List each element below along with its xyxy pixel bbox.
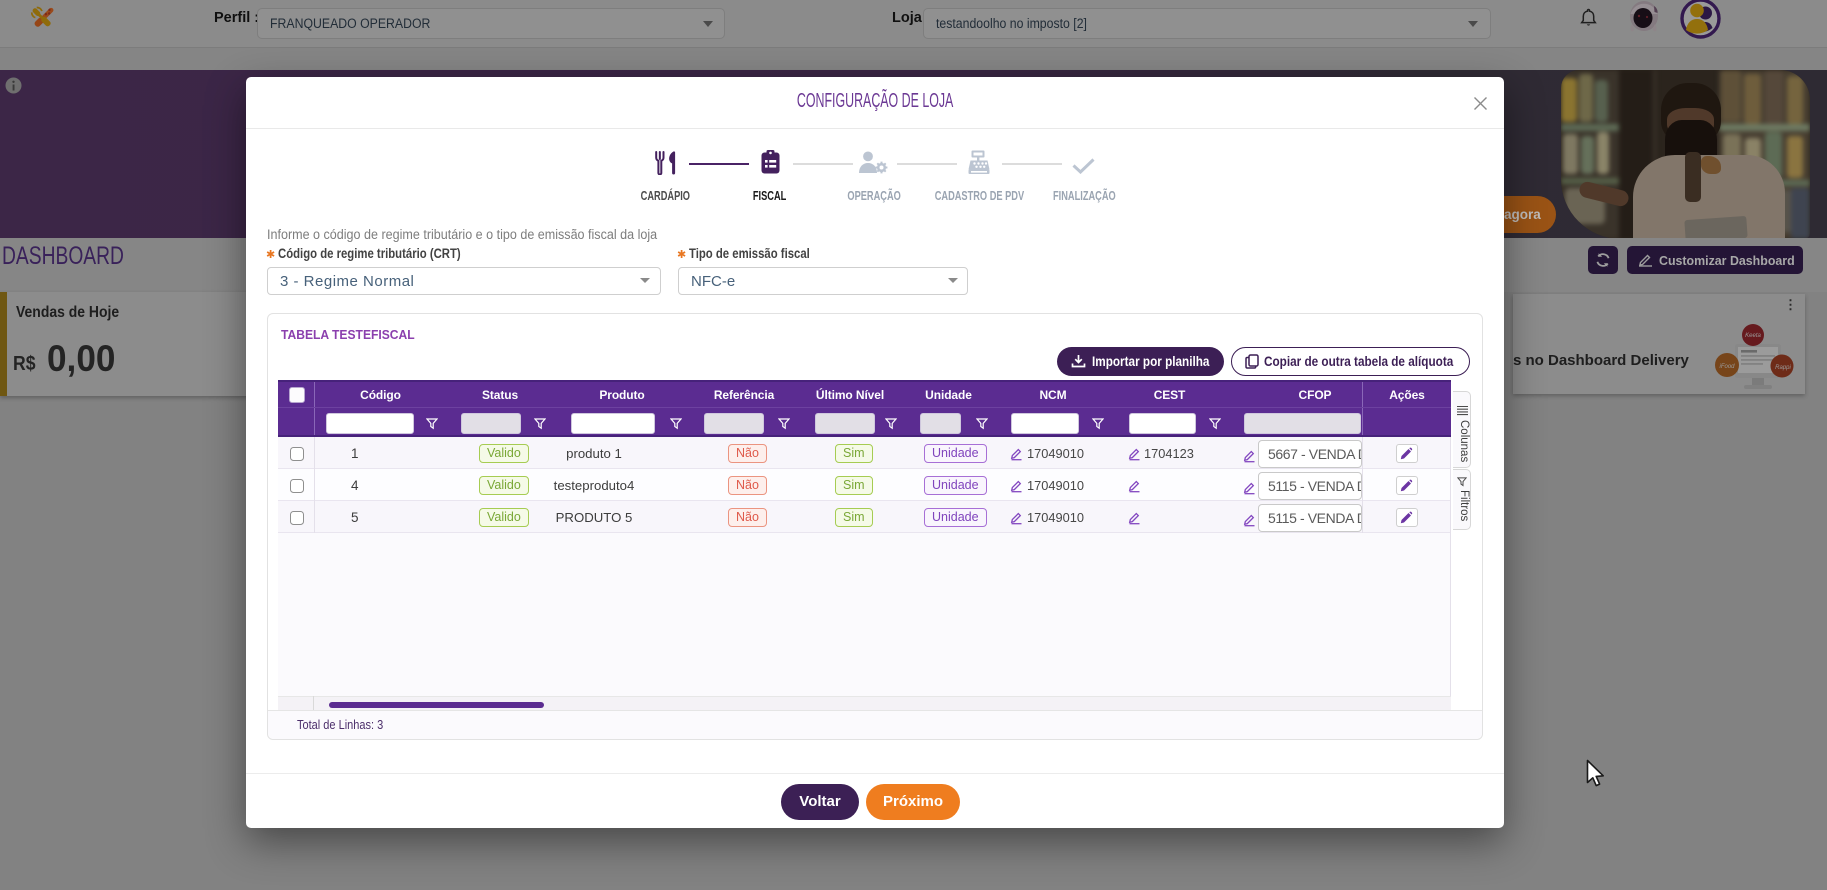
- svg-text:Keeta: Keeta: [1745, 333, 1761, 339]
- svg-text:iFood: iFood: [1719, 364, 1735, 370]
- svg-text:Rappi: Rappi: [1775, 365, 1791, 371]
